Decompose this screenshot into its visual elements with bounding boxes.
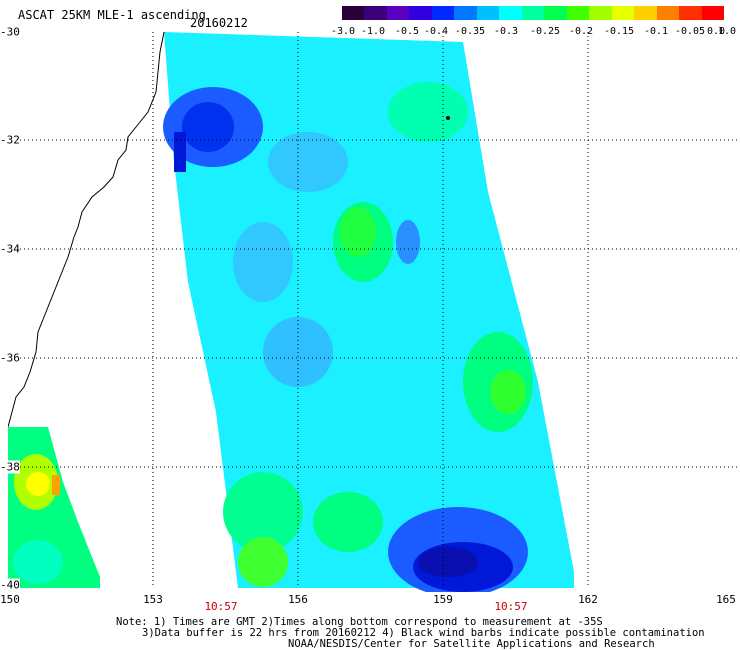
wind-barb-marker [446, 116, 450, 120]
note-line-2: 3)Data buffer is 22 hrs from 20160212 4)… [142, 627, 705, 639]
coastline [8, 32, 165, 428]
lon-label: 150 [0, 593, 20, 606]
colorbar-swatch [454, 6, 477, 20]
high-wind-blob [26, 472, 50, 496]
colorbar-swatch [566, 6, 590, 20]
colorbar-swatch [386, 6, 410, 20]
colorbar-swatch [521, 6, 545, 20]
low-wind-blob [396, 220, 420, 264]
low-wind-blob [13, 540, 63, 584]
colorbar-tick: -0.2 [568, 26, 594, 37]
lat-label: -30 [0, 25, 20, 39]
colorbar [342, 6, 724, 20]
colorbar-tick: 0.0 [706, 26, 726, 37]
colorbar-swatch [476, 6, 500, 20]
lon-label: 156 [288, 593, 308, 606]
low-wind-blob [233, 222, 293, 302]
colorbar-swatch [679, 6, 702, 20]
grid-lines [8, 32, 740, 588]
low-wind-blob [182, 102, 234, 152]
low-wind-blob [418, 547, 478, 577]
colorbar-swatch [409, 6, 432, 20]
chart-date: 20160212 [190, 16, 248, 30]
colorbar-swatch [364, 6, 387, 20]
colorbar-swatch [634, 6, 657, 20]
colorbar-tick: 1.0 [718, 26, 737, 37]
colorbar-swatch [611, 6, 635, 20]
colorbar-swatch [656, 6, 680, 20]
note-line-1: Note: 1) Times are GMT 2)Times along bot… [116, 616, 603, 628]
colorbar-swatch [499, 6, 522, 20]
lon-label: 159 [433, 593, 453, 606]
colorbar-tick: -0.1 [643, 26, 669, 37]
pass-time: 10:57 [204, 600, 238, 613]
colorbar-swatch [544, 6, 567, 20]
lat-label: -36 [0, 351, 20, 365]
lat-label: -32 [0, 133, 20, 147]
colorbar-tick: -3.0 [330, 26, 356, 37]
colorbar-swatch [431, 6, 455, 20]
colorbar-tick: -0.5 [394, 26, 420, 37]
high-wind-blob [388, 82, 468, 142]
colorbar-tick-labels: -3.0 -1.0 -0.5 -0.4 -0.35 -0.3 -0.25 -0.… [330, 26, 737, 40]
colorbar-tick: -0.4 [423, 26, 449, 37]
high-wind-blob [223, 472, 303, 552]
low-wind-edge [174, 132, 186, 172]
colorbar-swatch [701, 6, 724, 20]
pass-time: 10:57 [494, 600, 528, 613]
note-line-3: NOAA/NESDIS/Center for Satellite Applica… [288, 638, 655, 650]
colorbar-swatch [589, 6, 612, 20]
high-wind-edge [52, 475, 60, 495]
chart-title: ASCAT 25KM MLE-1 ascending [18, 8, 206, 22]
colorbar-tick: -1.0 [360, 26, 386, 37]
colorbar-tick: -0.05 [674, 26, 706, 37]
colorbar-tick: -0.25 [529, 26, 561, 37]
colorbar-swatch [342, 6, 365, 20]
lat-label: -38 [0, 460, 20, 474]
high-wind-blob [313, 492, 383, 552]
lon-label: 162 [578, 593, 598, 606]
high-wind-blob [238, 537, 288, 587]
wind-map [8, 32, 740, 592]
colorbar-tick: -0.15 [603, 26, 635, 37]
ascat-swath [164, 32, 574, 588]
colorbar-tick: -0.35 [454, 26, 486, 37]
lat-label: -40 [0, 578, 20, 592]
lon-label: 153 [143, 593, 163, 606]
low-wind-blob [268, 132, 348, 192]
lon-label: 165 [716, 593, 736, 606]
lat-label: -34 [0, 242, 20, 256]
high-wind-blob [340, 207, 376, 257]
colorbar-tick: -0.3 [493, 26, 519, 37]
high-wind-blob [490, 370, 526, 414]
